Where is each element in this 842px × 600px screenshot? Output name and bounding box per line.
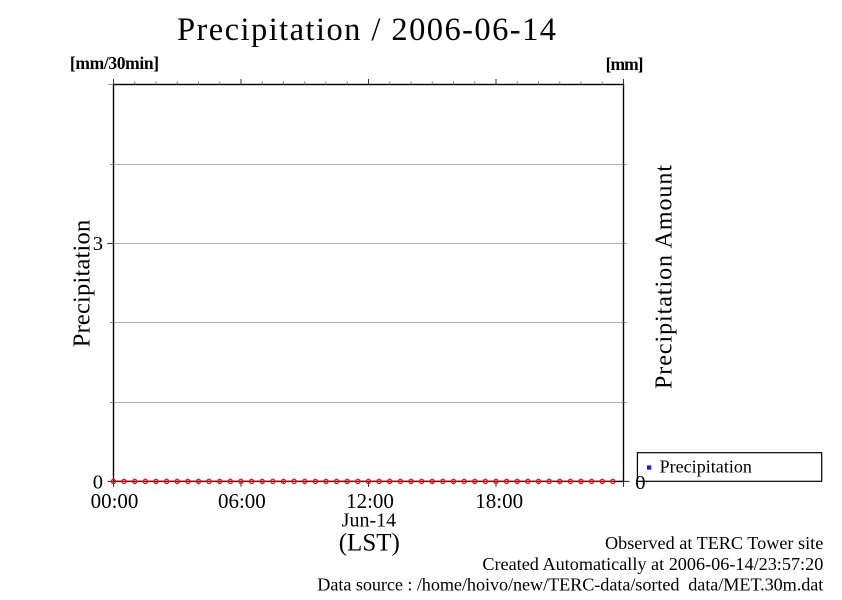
svg-text:[mm]: [mm] [606,54,644,74]
svg-text:06:00: 06:00 [218,489,266,513]
svg-text:0: 0 [635,472,645,494]
svg-text:Jun-14: Jun-14 [342,510,396,532]
svg-text:[mm/30min]: [mm/30min] [70,53,159,73]
svg-text:(LST): (LST) [339,530,400,557]
svg-text:Precipitation / 2006-06-14: Precipitation / 2006-06-14 [177,12,556,48]
svg-text:Precipitation: Precipitation [68,220,95,348]
svg-text:18:00: 18:00 [475,489,523,513]
svg-text:Data source : /home/hoivo/new/: Data source : /home/hoivo/new/TERC-data/… [317,575,823,595]
svg-text:3: 3 [93,233,103,255]
svg-text:Created Automatically at 2006-: Created Automatically at 2006-06-14/23:5… [482,554,823,574]
svg-text:Observed at TERC Tower site: Observed at TERC Tower site [605,533,823,553]
svg-text:00:00: 00:00 [91,489,139,513]
svg-text:12:00: 12:00 [346,489,394,513]
svg-text:Precipitation: Precipitation [660,456,752,476]
svg-text:0: 0 [93,471,103,493]
svg-text:Precipitation Amount: Precipitation Amount [651,165,677,389]
